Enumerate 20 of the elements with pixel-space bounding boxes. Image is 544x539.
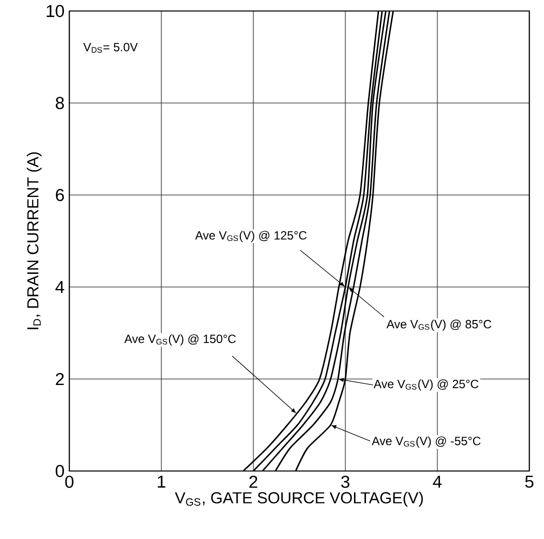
x-tick-label: 1: [158, 476, 166, 488]
y-tick-label: 6: [56, 188, 64, 202]
y-tick-label: 10: [46, 4, 64, 18]
y-tick-label: 8: [56, 96, 64, 110]
annotation: Ave V$_{GS}$(V) @ 125°C: [195, 230, 307, 242]
x-tick-label: 4: [432, 476, 442, 488]
annotation: Ave V$_{GS}$(V) @ 25°C: [374, 379, 478, 391]
x-tick-label: 0: [65, 476, 74, 488]
annotation: Ave V$_{GS}$(V) @ 150°C: [124, 334, 236, 346]
annotation: Ave V$_{GS}$(V) @ -55°C: [372, 436, 481, 448]
x-tick-label: 2: [249, 476, 258, 488]
x-axis-title: V$_{GS}$, GATE SOURCE VOLTAGE(V): [174, 492, 423, 507]
y-axis-title: I$_{D}$, DRAIN CURRENT (A): [26, 152, 42, 330]
annotation: V$_{DS}$= 5.0V: [83, 42, 138, 53]
x-tick-label: 3: [341, 476, 350, 488]
y-tick-label: 2: [56, 372, 64, 386]
y-tick-label: 4: [55, 281, 64, 293]
x-tick-label: 5: [525, 476, 534, 488]
y-tick-label: 0: [56, 464, 64, 478]
annotation: Ave V$_{GS}$(V) @ 85°C: [386, 320, 492, 331]
